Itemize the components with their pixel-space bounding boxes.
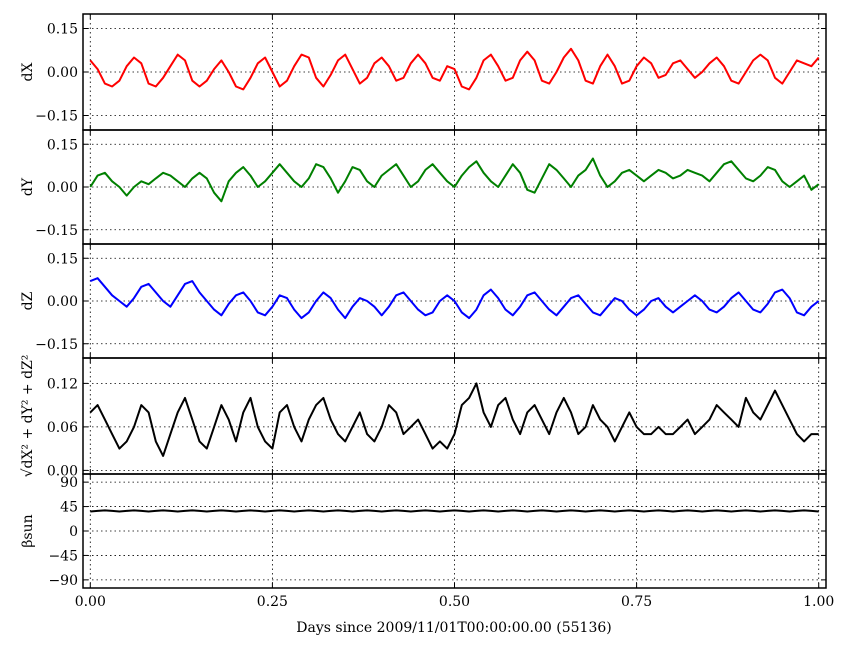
panel-dx: 0.15 0.00 −0.15 dX [20,13,827,131]
panels: 0.15 0.00 −0.15 dX 0.15 0.00 −0.15 dY 0.15 0.00 −0… [20,13,834,610]
xtick-label-4: 1.00 [803,594,834,610]
ytick-label-beta-3: −45 [48,548,78,564]
ytick-label-dy-2: −0.15 [35,223,78,239]
y-axis-title-dx: dX [20,63,36,82]
ytick-label-norm-1: 0.06 [47,420,78,436]
ytick-label-beta-4: −90 [48,573,78,589]
panel-frame-dx [82,13,827,131]
panel-frame-norm [82,357,827,475]
ytick-label-dx-1: 0.00 [47,65,78,81]
xtick-label-3: 0.75 [621,594,652,610]
ytick-label-dy-0: 0.15 [47,137,78,153]
y-axis-title-beta: βsun [20,514,36,547]
xtick-label-0: 0.00 [75,594,106,610]
series-line-beta-0 [90,509,819,513]
ytick-label-beta-0: 90 [60,475,78,491]
ytick-label-dx-2: −0.15 [35,109,78,125]
ytick-label-beta-1: 45 [60,500,78,516]
panel-dz: 0.15 0.00 −0.15 dZ [20,243,827,359]
panel-norm: 0.12 0.06 0.00 √dX² + dY² + dZ² [20,355,827,479]
ytick-label-dy-1: 0.00 [47,180,78,196]
series-line-dx-0 [89,47,820,91]
ytick-label-dz-0: 0.15 [47,251,78,267]
series-line-dz-0 [89,277,820,320]
series-line-norm-0 [89,382,819,457]
xtick-label-1: 0.25 [257,594,288,610]
ytick-label-dz-2: −0.15 [35,337,78,353]
series-line-dy-0 [89,157,820,203]
y-axis-title-dy: dY [20,177,36,196]
ytick-label-norm-0: 0.12 [47,376,78,392]
xtick-label-2: 0.50 [439,594,470,610]
ytick-label-beta-2: 0 [69,524,78,540]
ytick-label-dx-0: 0.15 [47,22,78,38]
y-axis-title-dz: dZ [20,291,36,310]
ytick-label-dz-1: 0.00 [47,294,78,310]
x-axis-title: Days since 2009/11/01T00:00:00.00 (55136… [296,620,611,636]
ytick-label-norm-2: 0.00 [47,463,78,479]
panel-beta: 90 45 0 −45 −90 0.00 0.25 0.50 0.75 1.00 βsun [20,473,834,610]
panel-dy: 0.15 0.00 −0.15 dY [20,129,827,245]
panel-frame-beta [82,473,827,589]
y-axis-title-norm: √dX² + dY² + dZ² [20,355,36,478]
